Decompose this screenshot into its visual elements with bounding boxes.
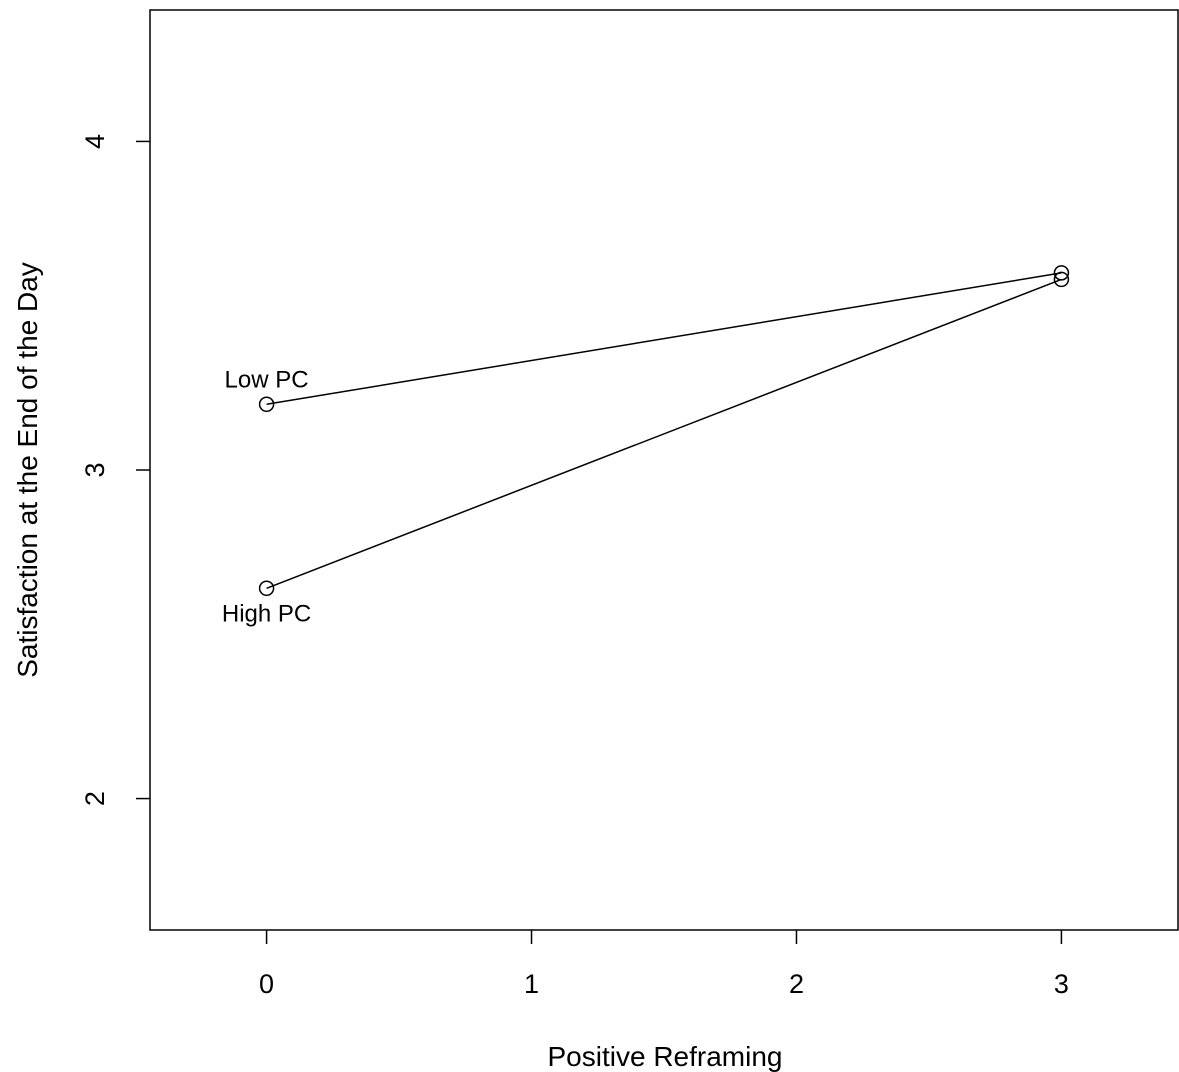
plot-frame <box>149 9 1179 931</box>
x-tick-label: 0 <box>259 969 274 999</box>
x-axis-title: Positive Reframing <box>548 1041 783 1072</box>
y-tick-label: 4 <box>80 134 110 149</box>
series-line-low-pc <box>266 272 1062 406</box>
x-tick-label: 2 <box>789 969 804 999</box>
y-axis: 2 3 4 <box>80 134 150 806</box>
data-point-high-pc <box>1053 271 1070 288</box>
series-line-high-pc <box>266 278 1062 589</box>
x-tick-label: 3 <box>1054 969 1069 999</box>
data-point-high-pc <box>258 580 275 597</box>
y-axis-title: Satisfaction at the End of the Day <box>12 262 43 678</box>
y-tick-label: 2 <box>80 791 110 806</box>
series-layer <box>258 265 1070 597</box>
x-tick-label: 1 <box>524 969 539 999</box>
series-label-low-pc: Low PC <box>225 366 309 393</box>
y-tick-label: 3 <box>80 462 110 477</box>
series-label-high-pc: High PC <box>222 600 311 627</box>
data-point-low-pc <box>258 396 275 413</box>
point-labels: Low PC High PC <box>222 366 311 627</box>
x-axis: 0 1 2 3 <box>259 930 1069 999</box>
